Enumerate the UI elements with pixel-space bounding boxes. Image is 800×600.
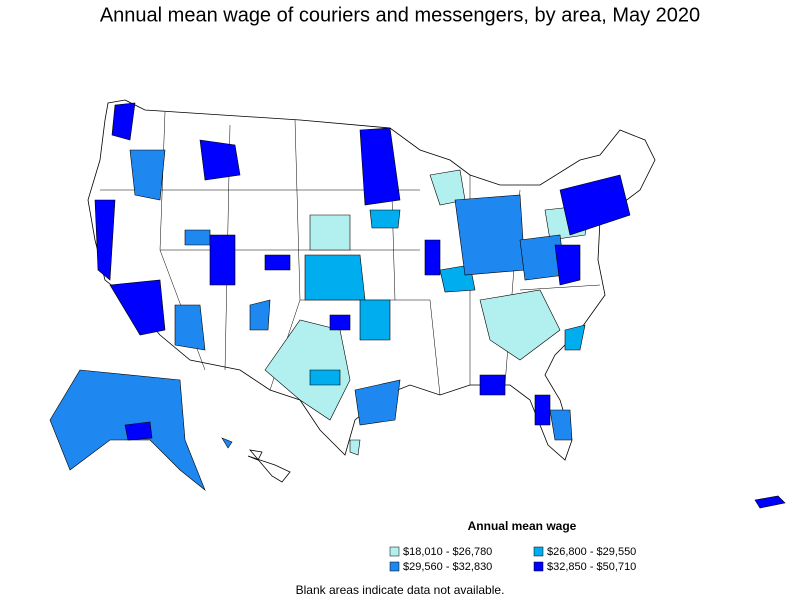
legend-label: $32,850 - $50,710 bbox=[547, 561, 636, 573]
legend-label: $29,560 - $32,830 bbox=[403, 561, 492, 573]
areas-tier-4 bbox=[94, 102, 631, 426]
footnote: Blank areas indicate data not available. bbox=[296, 583, 505, 597]
alaska-area bbox=[124, 421, 153, 441]
areas-tier-3 bbox=[129, 149, 573, 441]
legend-items: $18,010 - $26,780 $26,800 - $29,550 $29,56… bbox=[389, 546, 636, 573]
hawaii-islands bbox=[247, 449, 291, 483]
puerto-rico bbox=[754, 495, 786, 509]
areas-tier-2 bbox=[304, 209, 586, 386]
legend-label: $26,800 - $29,550 bbox=[547, 546, 636, 558]
hawaii bbox=[221, 437, 233, 449]
legend-swatch bbox=[533, 546, 544, 557]
legend: Annual mean wage $18,010 - $26,780 $26,80… bbox=[389, 519, 636, 573]
legend-swatch bbox=[389, 561, 400, 572]
legend-swatch bbox=[533, 561, 544, 572]
legend-title: Annual mean wage bbox=[468, 519, 577, 533]
legend-swatch bbox=[389, 546, 400, 557]
legend-label: $18,010 - $26,780 bbox=[403, 546, 492, 558]
map bbox=[49, 99, 786, 509]
map-title: Annual mean wage of couriers and messeng… bbox=[100, 4, 700, 26]
